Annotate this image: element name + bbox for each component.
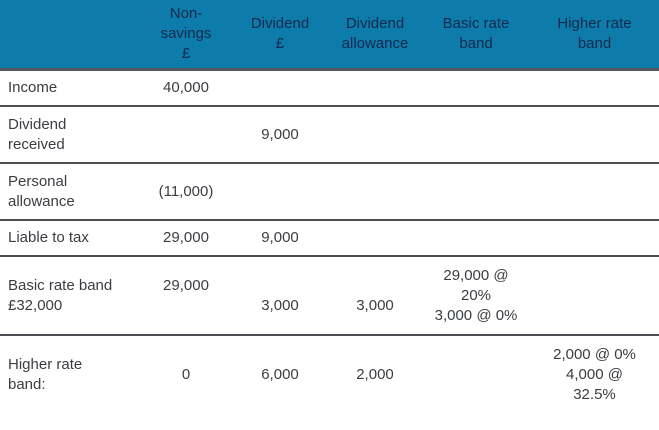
cell-line: Liable to tax	[8, 229, 89, 246]
table-header: Non-savings £ Dividend £ Dividend allowance…	[0, 0, 659, 71]
cell-line: 2,000	[356, 366, 394, 383]
column-header-dividend-allowance: Dividend allowance	[328, 0, 422, 71]
cell-non-savings: 29,000	[140, 220, 232, 257]
cell-non-savings: 40,000	[140, 69, 232, 107]
row-label: Liable to tax	[0, 220, 140, 257]
cell-line	[330, 276, 420, 296]
table-row-dividend-received: Dividend received 9,000	[0, 106, 659, 164]
table-row-liable-to-tax: Liable to tax 29,000 9,000	[0, 220, 659, 257]
table-body: Income 40,000 Dividend received 9,000 Per…	[0, 69, 659, 414]
cell-line: Dividend	[250, 14, 310, 32]
cell-dividend-allowance: 2,000	[328, 335, 422, 414]
cell-line: Higher rate	[557, 14, 632, 32]
column-header-higher-rate-band: Higher rate band	[530, 0, 659, 71]
cell-line: band	[577, 34, 612, 52]
cell-line: 40,000	[163, 78, 209, 96]
cell-basic-rate-band	[422, 335, 530, 414]
cell-basic-rate-band	[422, 163, 530, 221]
cell-non-savings: 29,000	[140, 256, 232, 336]
cell-dividend-allowance	[328, 69, 422, 107]
cell-higher-rate-band	[530, 163, 659, 221]
column-header-dividend: Dividend £	[232, 0, 328, 71]
cell-line: 29,000	[163, 276, 209, 294]
table-row-basic-rate-band: Basic rate band £32,000 29,000 3,000 3,00…	[0, 256, 659, 336]
cell-basic-rate-band	[422, 106, 530, 164]
cell-line: £	[181, 44, 191, 62]
cell-line: band:	[8, 376, 46, 393]
cell-dividend	[232, 163, 328, 221]
cell-dividend-allowance	[328, 106, 422, 164]
column-header-basic-rate-band: Basic rate band	[422, 0, 530, 71]
cell-dividend: 9,000	[232, 220, 328, 257]
cell-line: Income	[8, 78, 58, 96]
table-row-personal-allowance: Personal allowance (11,000)	[0, 163, 659, 221]
row-label: Personal allowance	[0, 163, 140, 221]
cell-dividend	[232, 69, 328, 107]
cell-non-savings: (11,000)	[140, 163, 232, 221]
cell-line: 2,000 @ 0%	[553, 346, 636, 363]
cell-line: 3,000	[356, 296, 394, 314]
cell-line: 20%	[460, 286, 492, 304]
header-row: Non-savings £ Dividend £ Dividend allowance…	[0, 0, 659, 71]
cell-dividend: 9,000	[232, 106, 328, 164]
cell-non-savings: 0	[140, 335, 232, 414]
cell-basic-rate-band	[422, 69, 530, 107]
cell-higher-rate-band	[530, 69, 659, 107]
cell-dividend-allowance: 3,000	[328, 256, 422, 336]
cell-line: £	[275, 34, 285, 52]
cell-higher-rate-band	[530, 106, 659, 164]
cell-dividend-allowance	[328, 163, 422, 221]
cell-higher-rate-band: 2,000 @ 0% 4,000 @ 32.5%	[530, 335, 659, 414]
cell-line: Non-	[169, 4, 203, 22]
cell-line: 4,000 @	[566, 366, 623, 383]
cell-non-savings	[140, 106, 232, 164]
cell-line: band	[459, 34, 493, 52]
cell-line: savings	[160, 24, 212, 42]
tax-computation-table: Non-savings £ Dividend £ Dividend allowance…	[0, 0, 659, 414]
cell-line: 3,000	[261, 296, 299, 314]
table-row-higher-rate-band: Higher rate band: 0 6,000 2,000 2,000 @ 0…	[0, 335, 659, 414]
cell-basic-rate-band: 29,000 @ 20% 3,000 @ 0%	[422, 256, 530, 336]
cell-line: received	[8, 135, 65, 153]
row-label: Dividend received	[0, 106, 140, 164]
table-row-income: Income 40,000	[0, 69, 659, 107]
cell-dividend-allowance	[328, 220, 422, 257]
cell-basic-rate-band	[422, 220, 530, 257]
cell-higher-rate-band	[530, 220, 659, 257]
cell-line: 9,000	[261, 229, 299, 246]
row-label: Higher rate band:	[0, 335, 140, 414]
row-label: Income	[0, 69, 140, 107]
cell-dividend: 6,000	[232, 335, 328, 414]
cell-line: 0	[181, 366, 191, 383]
cell-line: Dividend	[8, 115, 67, 133]
column-header-blank	[0, 0, 140, 71]
cell-higher-rate-band	[530, 256, 659, 336]
cell-line: Dividend	[345, 14, 405, 32]
cell-line: Basic rate	[442, 14, 510, 32]
cell-line: Personal	[8, 172, 68, 190]
cell-line: 29,000 @	[443, 266, 509, 284]
cell-line: allowance	[341, 34, 409, 52]
cell-line: 6,000	[261, 366, 299, 383]
cell-line: 32.5%	[573, 386, 616, 403]
cell-line	[234, 276, 326, 296]
row-label: Basic rate band £32,000	[0, 256, 140, 336]
cell-line: (11,000)	[158, 182, 214, 200]
cell-dividend: 3,000	[232, 256, 328, 336]
cell-line: 3,000 @ 0%	[434, 306, 518, 324]
column-header-non-savings: Non-savings £	[140, 0, 232, 71]
cell-line: allowance	[8, 192, 75, 210]
cell-line: 9,000	[261, 125, 299, 143]
cell-line: 29,000	[163, 229, 209, 246]
cell-line	[142, 296, 230, 316]
cell-line: Higher rate	[8, 356, 83, 373]
cell-line: £32,000	[8, 296, 63, 314]
cell-line: Basic rate band	[8, 276, 113, 294]
